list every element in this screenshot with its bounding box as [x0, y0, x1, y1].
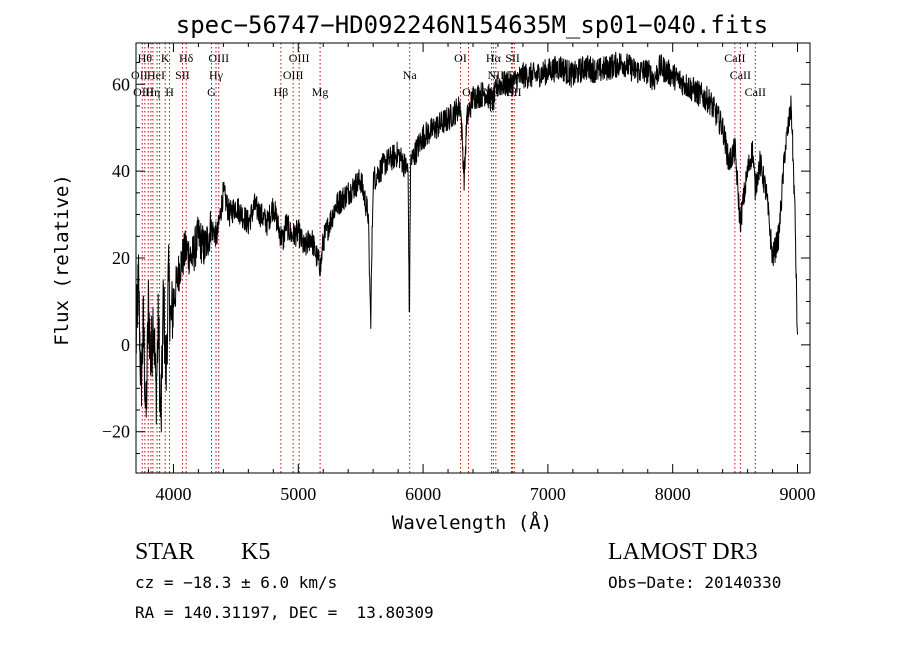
spectral-line-label: NII — [488, 68, 505, 82]
spectral-line-label: OIII — [283, 68, 304, 82]
redshift-cz: cz = −18.3 ± 6.0 km/s — [135, 573, 338, 592]
spectral-line-markers — [141, 43, 756, 473]
x-axis-ticks: 4000 5000 6000 7000 8000 9000 — [147, 43, 816, 504]
object-class: STAR — [135, 539, 195, 565]
spectral-line-label: Hδ — [179, 51, 194, 65]
y-tick-label: 20 — [112, 248, 130, 268]
spectral-line-label: G — [207, 85, 216, 99]
x-tick-label: 8000 — [655, 484, 691, 504]
survey-name: LAMOST DR3 — [608, 539, 758, 565]
y-tick-label: 0 — [121, 335, 130, 355]
chart-title: spec−56747−HD092246N154635M_sp01−040.fit… — [176, 11, 768, 39]
spectral-line-label: CaII — [745, 85, 766, 99]
spectral-line-label: HeI — [147, 68, 165, 82]
y-tick-label: 40 — [112, 161, 130, 181]
spectral-line-label: CaII — [724, 51, 745, 65]
spectral-line-label: Hθ — [138, 51, 153, 65]
spectral-line-label: Mg — [312, 85, 329, 99]
spectral-line-label: OIII — [133, 85, 154, 99]
y-tick-label: 60 — [112, 74, 130, 94]
spectral-line-label: OIII — [208, 51, 229, 65]
spectral-line-label: OIII — [289, 51, 310, 65]
y-axis-label: Flux (relative) — [51, 174, 73, 346]
y-axis-ticks: −20 0 20 40 60 — [102, 62, 810, 454]
x-tick-label: 7000 — [530, 484, 566, 504]
spectral-line-label: Li — [506, 68, 517, 82]
flux-series — [135, 51, 798, 433]
x-axis-label: Wavelength (Å) — [392, 511, 552, 534]
spectral-line-label: SII — [175, 68, 190, 82]
spectral-line-label: Na — [403, 68, 418, 82]
spectral-line-label: H — [165, 85, 174, 99]
spectral-line-label: K — [161, 51, 170, 65]
spectral-line-label: Hα — [486, 51, 502, 65]
spectral-line-label: OII — [131, 68, 148, 82]
x-tick-label: 4000 — [155, 484, 191, 504]
y-tick-label: −20 — [102, 422, 130, 442]
spectral-line-label: Hβ — [274, 85, 289, 99]
x-tick-label: 9000 — [780, 484, 816, 504]
spectral-line-label: Hη — [145, 85, 160, 99]
flux-line — [135, 51, 798, 433]
object-subclass: K5 — [241, 539, 271, 565]
x-tick-label: 5000 — [280, 484, 316, 504]
coordinates: RA = 140.31197, DEC = 13.80309 — [135, 603, 434, 622]
x-tick-label: 6000 — [405, 484, 441, 504]
obs-date: Obs−Date: 20140330 — [608, 573, 782, 592]
spectral-line-label: OI — [454, 51, 467, 65]
spectral-line-label: SII — [505, 51, 520, 65]
spectral-line-label: CaII — [730, 68, 751, 82]
spectral-line-label: Hγ — [209, 68, 224, 82]
